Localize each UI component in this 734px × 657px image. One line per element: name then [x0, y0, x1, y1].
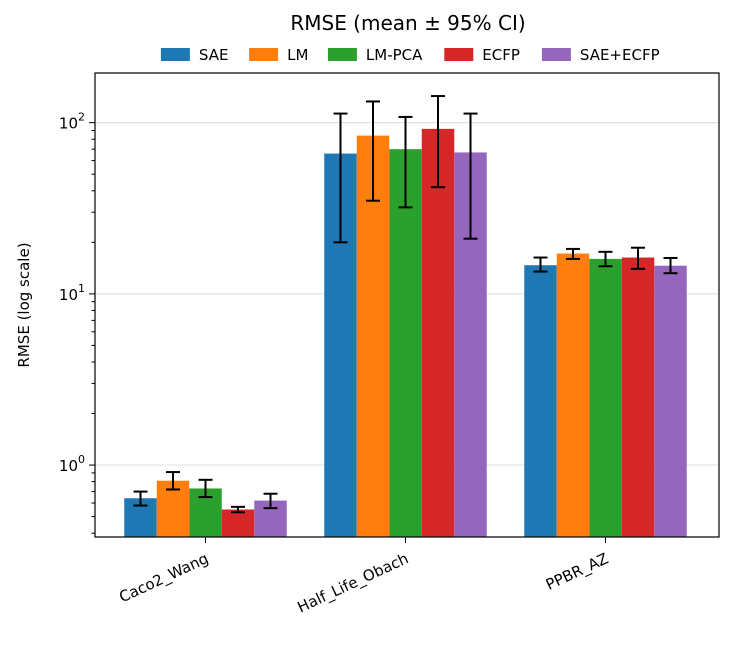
- legend-label: ECFP: [482, 46, 520, 64]
- error-bars: [133, 95, 678, 514]
- legend-swatch: [444, 48, 474, 61]
- bar-sae-ecfp: [654, 265, 687, 537]
- plot-frame: [94, 72, 720, 538]
- chart-title: RMSE (mean ± 95% CI): [290, 11, 525, 35]
- bar-ecfp: [621, 257, 655, 537]
- y-tick-label: 102: [59, 111, 85, 133]
- legend-label: LM-PCA: [366, 46, 423, 64]
- y-tick-label: 101: [59, 282, 85, 304]
- bar-ecfp: [221, 509, 255, 537]
- x-tick-label: PPBR_AZ: [543, 549, 612, 594]
- bar-sae: [524, 265, 557, 537]
- x-tick-label: Caco2_Wang: [116, 549, 211, 607]
- bars: [124, 128, 687, 538]
- x-axis: Caco2_Wang Half_Life_Obach PPBR_AZ: [116, 537, 612, 617]
- bar-ecfp: [421, 128, 455, 537]
- bar-lm: [356, 135, 390, 538]
- bar-lm: [556, 253, 590, 537]
- legend-label: SAE+ECFP: [580, 46, 660, 64]
- y-tick-label-base: 10: [59, 286, 78, 304]
- bar-lm-pca: [389, 149, 422, 538]
- legend-swatch: [160, 48, 190, 61]
- legend-label: SAE: [199, 46, 229, 64]
- legend-swatch: [327, 48, 357, 61]
- legend-label: LM: [287, 46, 308, 64]
- legend: SAE LM LM-PCA ECFP SAE+ECFP: [160, 46, 660, 64]
- y-tick-label: 100: [59, 453, 85, 475]
- y-tick-label-exponent: 0: [78, 453, 85, 466]
- y-tick-label-base: 10: [59, 115, 78, 133]
- y-tick-label-base: 10: [59, 457, 78, 475]
- y-axis-label: RMSE (log scale): [15, 242, 33, 367]
- x-tick-label: Half_Life_Obach: [295, 549, 412, 617]
- legend-swatch: [249, 48, 279, 61]
- y-tick-label-exponent: 1: [78, 282, 85, 295]
- bar-lm-pca: [589, 258, 622, 537]
- y-tick-label-exponent: 2: [78, 111, 85, 124]
- legend-swatch: [541, 48, 571, 61]
